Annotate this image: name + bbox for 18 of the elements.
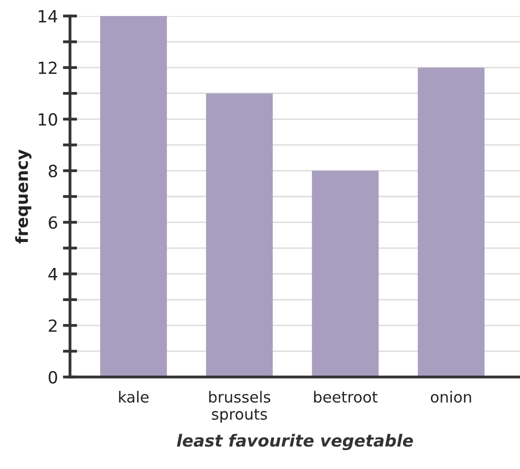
- y-tick-label: 0: [48, 370, 58, 384]
- bar: [312, 170, 379, 377]
- x-tick-label: onion: [430, 390, 472, 403]
- y-tick-label: 10: [38, 113, 58, 126]
- bar: [206, 93, 273, 377]
- bar: [418, 68, 485, 377]
- y-axis-title: frequency: [15, 150, 32, 244]
- y-tick-label: 8: [48, 164, 58, 178]
- y-tick-label: 2: [48, 319, 57, 332]
- bar: [100, 16, 167, 377]
- x-tick-label: brussels sprouts: [209, 390, 270, 423]
- x-tick-label: beetroot: [314, 390, 378, 403]
- y-tick-label: 6: [48, 216, 58, 229]
- y-tick-label: 12: [38, 62, 57, 74]
- y-tick-label: 4: [48, 268, 58, 280]
- x-tick-label: kale: [119, 390, 149, 403]
- y-tick-label: 14: [38, 10, 58, 22]
- x-axis-title: least favourite vegetable: [176, 434, 413, 450]
